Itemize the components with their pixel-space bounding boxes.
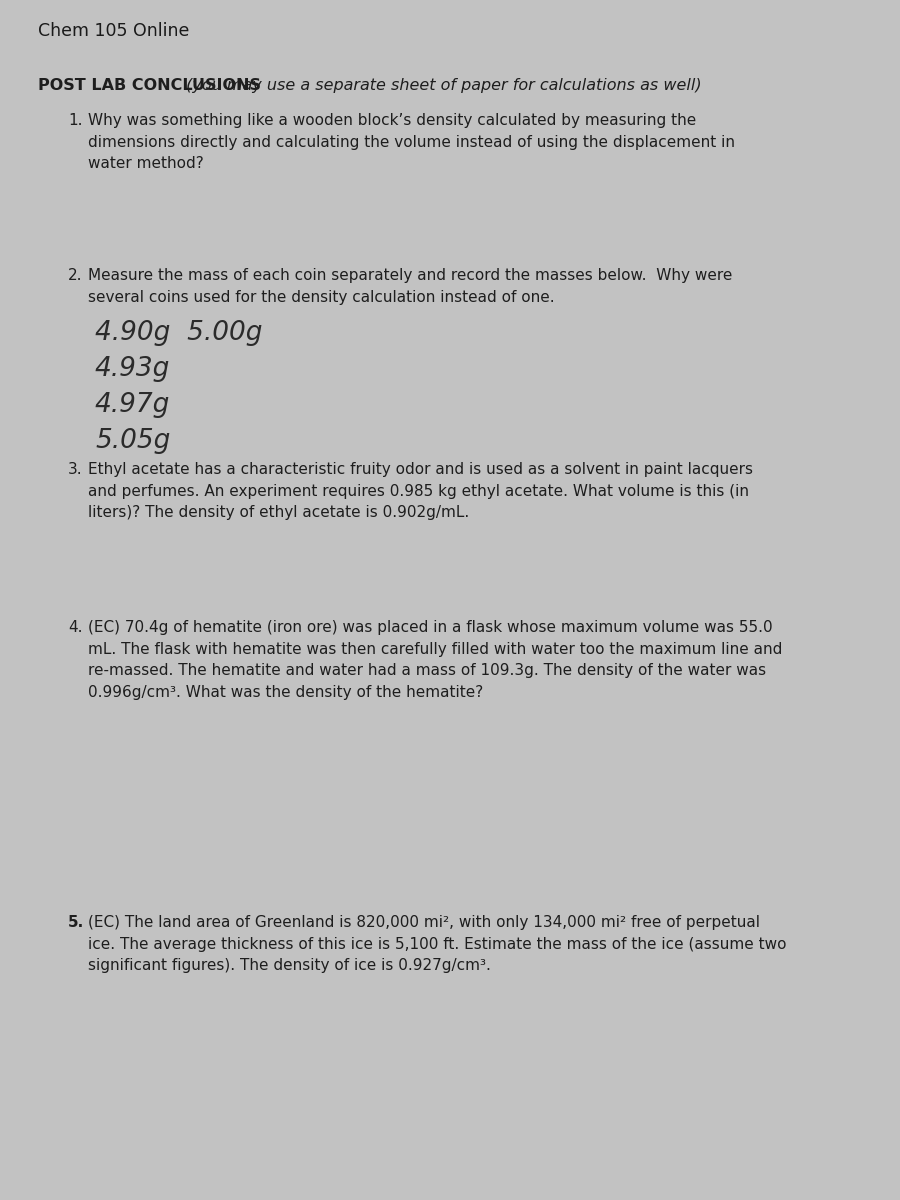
- Text: (EC) The land area of Greenland is 820,000 mi², with only 134,000 mi² free of pe: (EC) The land area of Greenland is 820,0…: [88, 914, 787, 973]
- Text: Why was something like a wooden block’s density calculated by measuring the
dime: Why was something like a wooden block’s …: [88, 113, 735, 172]
- Text: 2.: 2.: [68, 268, 83, 283]
- Text: 1.: 1.: [68, 113, 83, 128]
- Text: (EC) 70.4g of hematite (iron ore) was placed in a flask whose maximum volume was: (EC) 70.4g of hematite (iron ore) was pl…: [88, 620, 782, 700]
- Text: POST LAB CONCLUSIONS: POST LAB CONCLUSIONS: [38, 78, 261, 92]
- Text: 4.90g  5.00g: 4.90g 5.00g: [95, 320, 263, 346]
- Text: 5.05g: 5.05g: [95, 428, 170, 454]
- Text: (you may use a separate sheet of paper for calculations as well): (you may use a separate sheet of paper f…: [181, 78, 701, 92]
- Text: Chem 105 Online: Chem 105 Online: [38, 22, 189, 40]
- Text: 3.: 3.: [68, 462, 83, 476]
- Text: 5.: 5.: [68, 914, 85, 930]
- Text: 4.97g: 4.97g: [95, 392, 170, 418]
- Text: 4.93g: 4.93g: [95, 356, 170, 382]
- Text: Ethyl acetate has a characteristic fruity odor and is used as a solvent in paint: Ethyl acetate has a characteristic fruit…: [88, 462, 753, 521]
- Text: 4.: 4.: [68, 620, 83, 635]
- Text: Measure the mass of each coin separately and record the masses below.  Why were
: Measure the mass of each coin separately…: [88, 268, 733, 305]
